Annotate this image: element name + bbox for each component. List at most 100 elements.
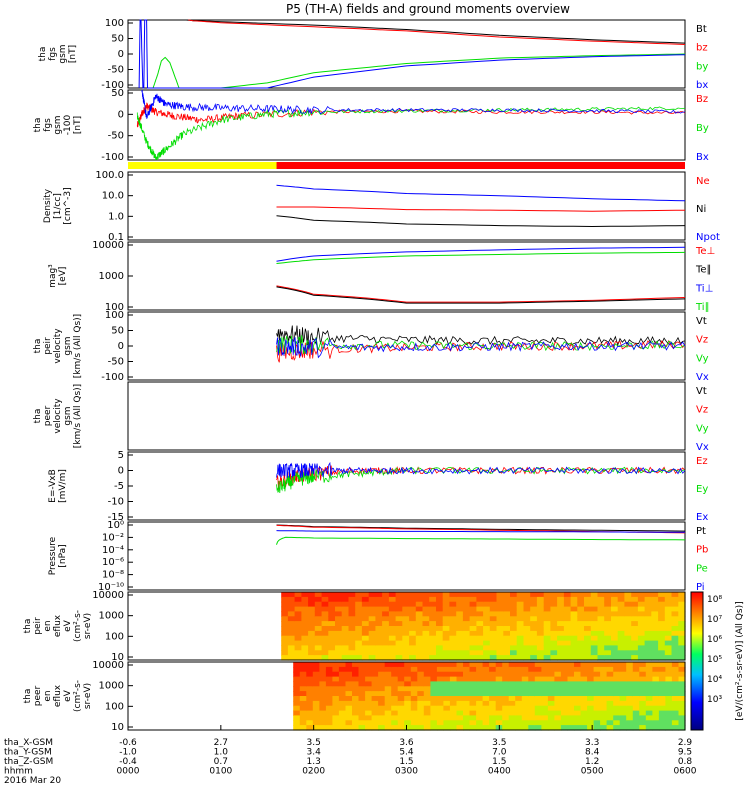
- heatmap-cell: [456, 630, 464, 637]
- heatmap-cell: [547, 686, 555, 692]
- heatmap-cell: [352, 662, 360, 668]
- heatmap-cell: [397, 681, 405, 687]
- y-tick-label: 0.1: [108, 232, 124, 243]
- heatmap-cell: [584, 650, 592, 656]
- heatmap-cell: [294, 621, 302, 627]
- heatmap-cell: [557, 635, 565, 642]
- heatmap-cell: [619, 676, 627, 683]
- heatmap-cell: [584, 606, 592, 613]
- heatmap-cell: [395, 626, 403, 632]
- heatmap-cell: [382, 592, 390, 598]
- heatmap-cell: [384, 681, 392, 687]
- heatmap-cell: [442, 592, 450, 598]
- heatmap-cell: [515, 686, 523, 692]
- heatmap-cell: [378, 691, 386, 697]
- heatmap-cell: [410, 671, 418, 678]
- heatmap-cell: [515, 696, 523, 702]
- heatmap-cell: [391, 705, 399, 712]
- heatmap-cell: [371, 715, 379, 721]
- heatmap-cell: [541, 681, 549, 687]
- heatmap-cell: [570, 650, 578, 656]
- heatmap-cell: [560, 715, 568, 721]
- heatmap-cell: [644, 616, 652, 622]
- heatmap-cell: [299, 725, 307, 731]
- y-axis-label: fgs: [43, 118, 53, 132]
- heatmap-cell: [671, 662, 679, 668]
- heatmap-cell: [557, 616, 565, 622]
- heatmap-cell: [563, 616, 572, 622]
- heatmap-cell: [301, 596, 309, 603]
- y-tick-label: -10: [108, 497, 124, 508]
- heatmap-cell: [422, 616, 430, 622]
- heatmap-cell: [462, 606, 471, 613]
- series-line-Te⊥: [276, 285, 686, 303]
- heatmap-cell: [557, 606, 565, 613]
- heatmap-cell: [584, 626, 592, 632]
- heatmap-cell: [528, 725, 536, 731]
- heatmap-cell: [645, 676, 653, 683]
- heatmap-cell: [293, 691, 301, 697]
- heatmap-cell: [476, 645, 484, 651]
- heatmap-cell: [482, 705, 490, 712]
- heatmap-cell: [626, 705, 634, 712]
- heatmap-cell: [371, 700, 379, 707]
- heatmap-cell: [436, 601, 444, 608]
- heatmap-cell: [404, 662, 412, 668]
- heatmap-cell: [341, 621, 349, 627]
- heatmap-cell: [299, 715, 307, 721]
- heatmap-cell: [430, 700, 438, 707]
- heatmap-cell: [422, 626, 430, 632]
- heatmap-cell: [306, 700, 314, 707]
- heatmap-cell: [658, 676, 666, 683]
- heatmap-cell: [651, 645, 659, 651]
- heatmap-cell: [371, 705, 379, 712]
- heatmap-cell: [462, 611, 471, 617]
- heatmap-cell: [476, 710, 484, 717]
- heatmap-cell: [352, 715, 360, 721]
- heatmap-cell: [503, 621, 511, 627]
- heatmap-cell: [639, 662, 647, 668]
- heatmap-cell: [415, 635, 424, 642]
- series-line-Ne: [276, 206, 686, 212]
- heatmap-cell: [632, 691, 640, 697]
- heatmap-cell: [423, 700, 431, 707]
- heatmap-cell: [358, 671, 366, 678]
- heatmap-cell: [415, 655, 424, 661]
- heatmap-cell: [678, 626, 686, 632]
- heatmap-cell: [476, 715, 484, 721]
- heatmap-cell: [483, 616, 491, 622]
- heatmap-cell: [335, 626, 343, 632]
- y-axis-label: tha: [33, 118, 43, 133]
- heatmap-cell: [321, 611, 329, 617]
- heatmap-cell: [619, 691, 627, 697]
- heatmap-cell: [436, 720, 444, 726]
- heatmap-cell: [469, 616, 477, 622]
- heatmap-cell: [378, 720, 386, 726]
- heatmap-cell: [600, 691, 608, 697]
- heatmap-cell: [294, 635, 302, 642]
- heatmap-cell: [314, 626, 323, 632]
- heatmap-cell: [409, 596, 417, 603]
- heatmap-cell: [567, 686, 575, 692]
- y-axis-label: eflux: [53, 614, 63, 637]
- heatmap-cell: [402, 626, 410, 632]
- heatmap-cell: [587, 691, 595, 697]
- heatmap-cell: [502, 671, 510, 678]
- heatmap-cell: [294, 630, 302, 637]
- heatmap-cell: [388, 592, 397, 598]
- heatmap-cell: [560, 666, 568, 673]
- heatmap-cell: [476, 705, 484, 712]
- heatmap-cell: [361, 592, 370, 598]
- heatmap-cell: [632, 700, 640, 707]
- heatmap-cell: [483, 596, 491, 603]
- heatmap-cell: [368, 630, 376, 637]
- heatmap-cell: [308, 596, 316, 603]
- heatmap-cell: [462, 626, 471, 632]
- heatmap-cell: [508, 671, 516, 678]
- heatmap-cell: [436, 592, 444, 598]
- heatmap-cell: [516, 645, 524, 651]
- heatmap-cell: [502, 676, 510, 683]
- y-axis-label: gsm: [63, 336, 73, 355]
- heatmap-cell: [423, 666, 431, 673]
- heatmap-cell: [632, 715, 640, 721]
